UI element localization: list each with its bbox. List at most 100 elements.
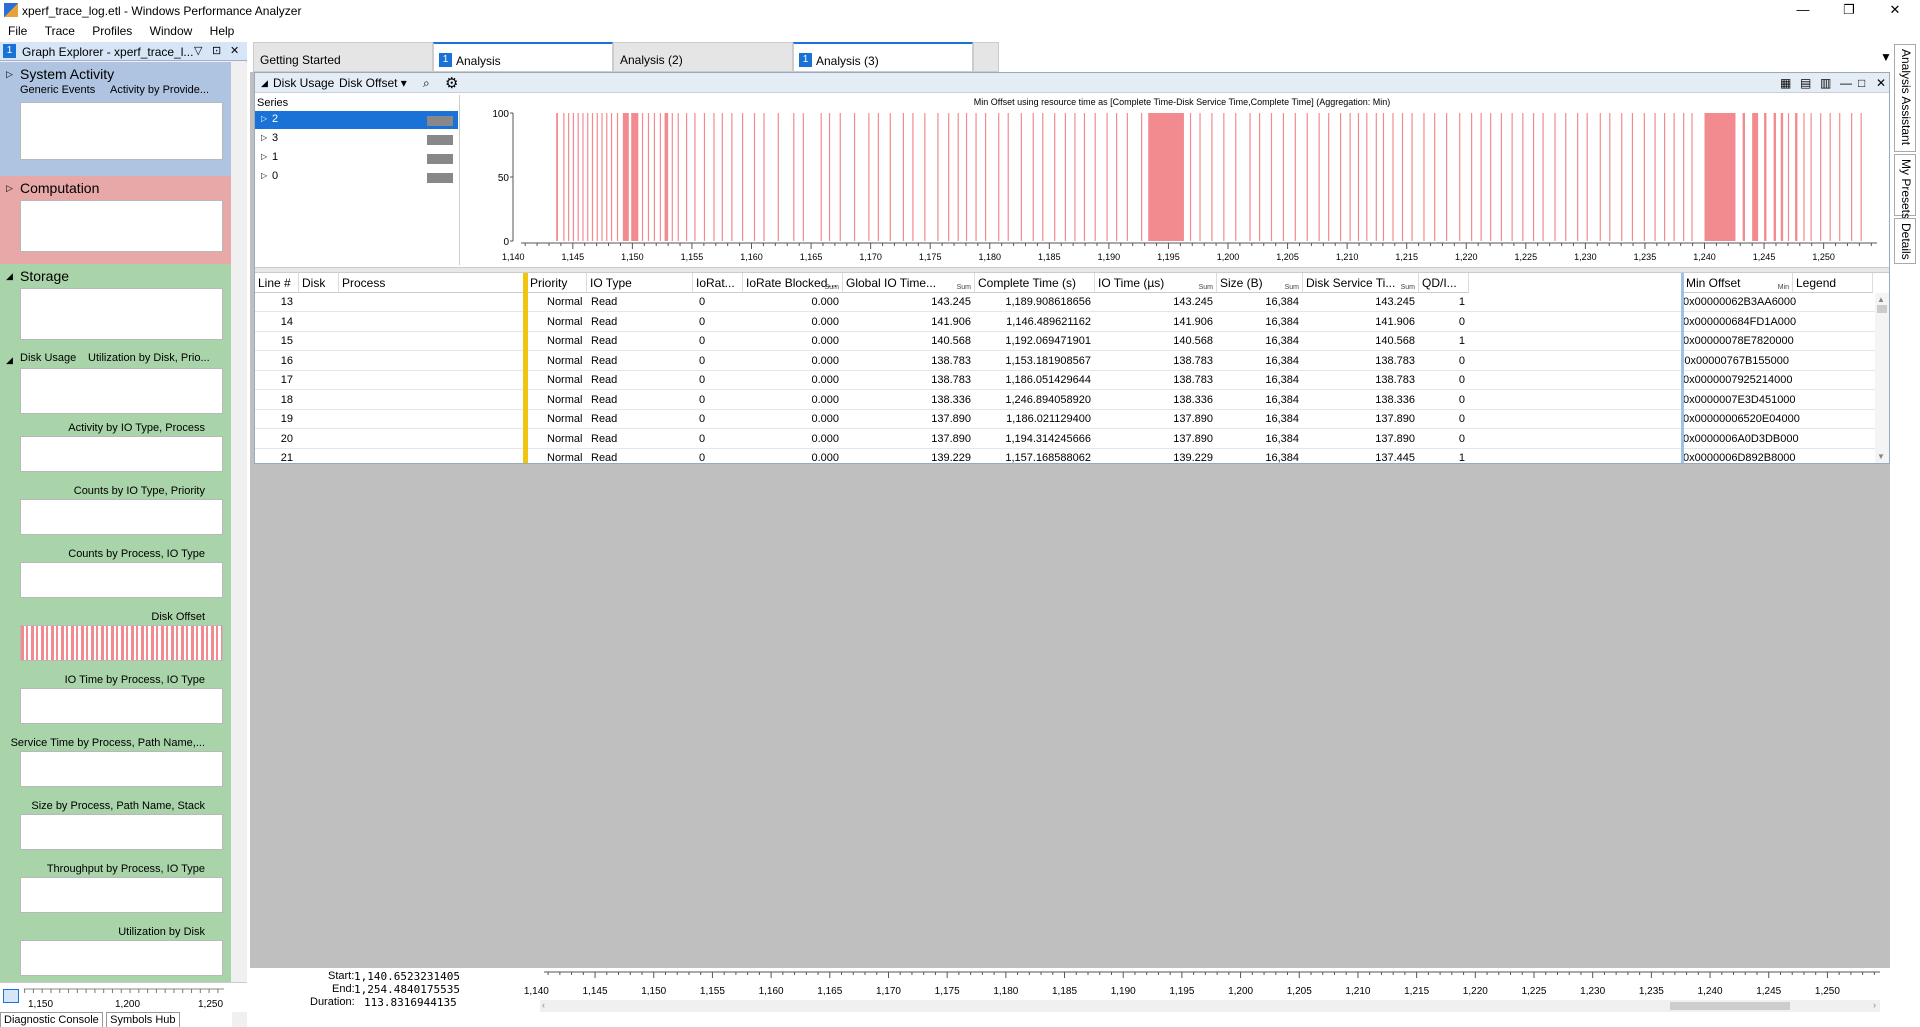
offset-bar[interactable] [889, 113, 891, 241]
offset-bar[interactable] [1654, 113, 1656, 241]
column-header[interactable]: IoRat... [693, 273, 743, 293]
offset-bar[interactable] [653, 113, 656, 241]
maximize-graph-icon[interactable]: □ [1858, 76, 1866, 90]
offset-bar[interactable] [802, 113, 804, 241]
offset-bar[interactable] [1318, 113, 1320, 241]
offset-bar[interactable] [1007, 113, 1009, 241]
offset-bar[interactable] [965, 113, 968, 241]
offset-bar[interactable] [1423, 113, 1425, 241]
preset-dropdown[interactable]: Disk Offset ▾ [339, 76, 407, 90]
graph-column-divider[interactable] [1681, 273, 1684, 463]
zoom-fit-icon[interactable] [3, 989, 19, 1003]
restore-button[interactable]: ❐ [1843, 2, 1855, 17]
offset-bar[interactable] [568, 113, 570, 241]
column-header[interactable]: Min Offset Min [1683, 273, 1793, 293]
menu-help[interactable]: Help [209, 24, 235, 38]
offset-bar[interactable] [1392, 113, 1394, 241]
offset-bar[interactable] [1382, 113, 1385, 241]
offset-bar[interactable] [1106, 113, 1108, 241]
graph-thumbnail[interactable] [20, 436, 223, 472]
graph-thumbnail[interactable] [20, 814, 223, 850]
offset-bar[interactable] [577, 113, 579, 241]
offset-bar[interactable] [721, 113, 723, 241]
column-header[interactable]: Size (B) Sum [1217, 273, 1303, 293]
offset-bar[interactable] [1839, 113, 1841, 241]
offset-bar[interactable] [572, 113, 575, 241]
computation-thumbnail[interactable] [20, 200, 223, 252]
tab-analysis-3[interactable]: 1 Analysis (3) [793, 42, 973, 72]
offset-bar[interactable] [1020, 113, 1022, 241]
storage-title[interactable]: Storage [20, 268, 70, 284]
offset-bar[interactable] [664, 113, 669, 241]
scroll-thumb[interactable] [1877, 305, 1887, 313]
column-header[interactable]: Line # [255, 273, 299, 293]
offset-bar[interactable] [912, 113, 914, 241]
offset-bar[interactable] [741, 113, 744, 241]
offset-bar[interactable] [763, 113, 765, 241]
graph-thumbnail[interactable] [20, 499, 223, 535]
tab-analysis-2[interactable]: Analysis (2) [613, 42, 793, 72]
series-row[interactable]: ▷ 1 [255, 149, 458, 167]
scroll-right-icon[interactable]: › [1873, 1000, 1876, 1010]
offset-bar[interactable] [1599, 113, 1601, 241]
offset-bar[interactable] [1074, 113, 1076, 241]
settings-gear-icon[interactable]: ⚙ [445, 75, 459, 92]
offset-bar[interactable] [631, 113, 639, 241]
offset-bar[interactable] [1411, 113, 1413, 241]
offset-bar[interactable] [1349, 113, 1351, 241]
dropdown-icon[interactable]: ▽ [194, 45, 203, 57]
offset-bar[interactable] [1480, 113, 1482, 241]
offset-bar[interactable] [998, 113, 1000, 241]
offset-bar[interactable] [1691, 113, 1693, 241]
offset-bar[interactable] [1126, 113, 1128, 241]
table-view-icon[interactable]: ▥ [1820, 76, 1832, 90]
generic-events-thumbnail[interactable] [20, 102, 223, 160]
disk-usage-title[interactable]: Disk Usage [20, 352, 77, 364]
scroll-up-icon[interactable]: ▲ [1877, 295, 1885, 304]
offset-bar[interactable] [1609, 113, 1611, 241]
series-color-swatch[interactable] [427, 116, 453, 126]
utilization-thumbnail[interactable] [20, 368, 223, 414]
my-presets-tab[interactable]: My Presets [1894, 154, 1916, 219]
close-button[interactable]: ✕ [1889, 2, 1901, 17]
offset-bar[interactable] [622, 113, 629, 241]
offset-bar[interactable] [556, 113, 558, 241]
symbols-hub-tab[interactable]: Symbols Hub [106, 1012, 180, 1027]
offset-bar[interactable] [1211, 113, 1213, 241]
offset-bar[interactable] [820, 113, 822, 241]
offset-bar[interactable] [659, 113, 661, 241]
offset-bar[interactable] [1752, 113, 1759, 241]
column-header[interactable]: QD/I... [1419, 273, 1469, 293]
graph-thumbnail[interactable] [20, 562, 223, 598]
table-row[interactable]: 14 Normal Read 0 0.000 141.906 1,146.489621162… [255, 313, 1889, 332]
offset-bar[interactable] [1554, 113, 1556, 241]
offset-bar[interactable] [1742, 113, 1746, 241]
table-row[interactable]: 16 Normal Read 0 0.000 138.783 1,153.181908567… [255, 352, 1889, 371]
offset-bar[interactable] [1795, 113, 1798, 241]
offset-bar[interactable] [1704, 113, 1736, 241]
offset-bar[interactable] [1673, 113, 1675, 241]
offset-bar[interactable] [1366, 113, 1368, 241]
offset-bar[interactable] [1577, 113, 1579, 241]
series-row[interactable]: ▷ 2 [255, 111, 458, 129]
offset-bar[interactable] [1586, 113, 1588, 241]
table-row[interactable]: 15 Normal Read 0 0.000 140.568 1,192.069471901… [255, 332, 1889, 351]
column-header[interactable]: IoRate Blocked... Sum [743, 273, 843, 293]
graph-thumbnail[interactable] [20, 751, 223, 787]
offset-bar[interactable] [1490, 113, 1492, 241]
offset-bar[interactable] [1446, 113, 1448, 241]
close-panel-icon[interactable]: ✕ [230, 45, 240, 57]
offset-bar[interactable] [948, 113, 950, 241]
offset-bar[interactable] [1780, 113, 1784, 241]
offset-bar[interactable] [587, 113, 589, 241]
offset-bar[interactable] [1820, 113, 1822, 241]
offset-bar[interactable] [1511, 113, 1513, 241]
offset-bar[interactable] [1094, 113, 1096, 241]
pin-icon[interactable]: ⊡ [212, 45, 222, 57]
offset-bar[interactable] [731, 113, 733, 241]
offset-bar[interactable] [937, 113, 939, 241]
offset-bar[interactable] [616, 113, 619, 241]
offset-bar[interactable] [1522, 113, 1524, 241]
offset-bar[interactable] [1621, 113, 1623, 241]
offset-bar[interactable] [839, 113, 841, 241]
